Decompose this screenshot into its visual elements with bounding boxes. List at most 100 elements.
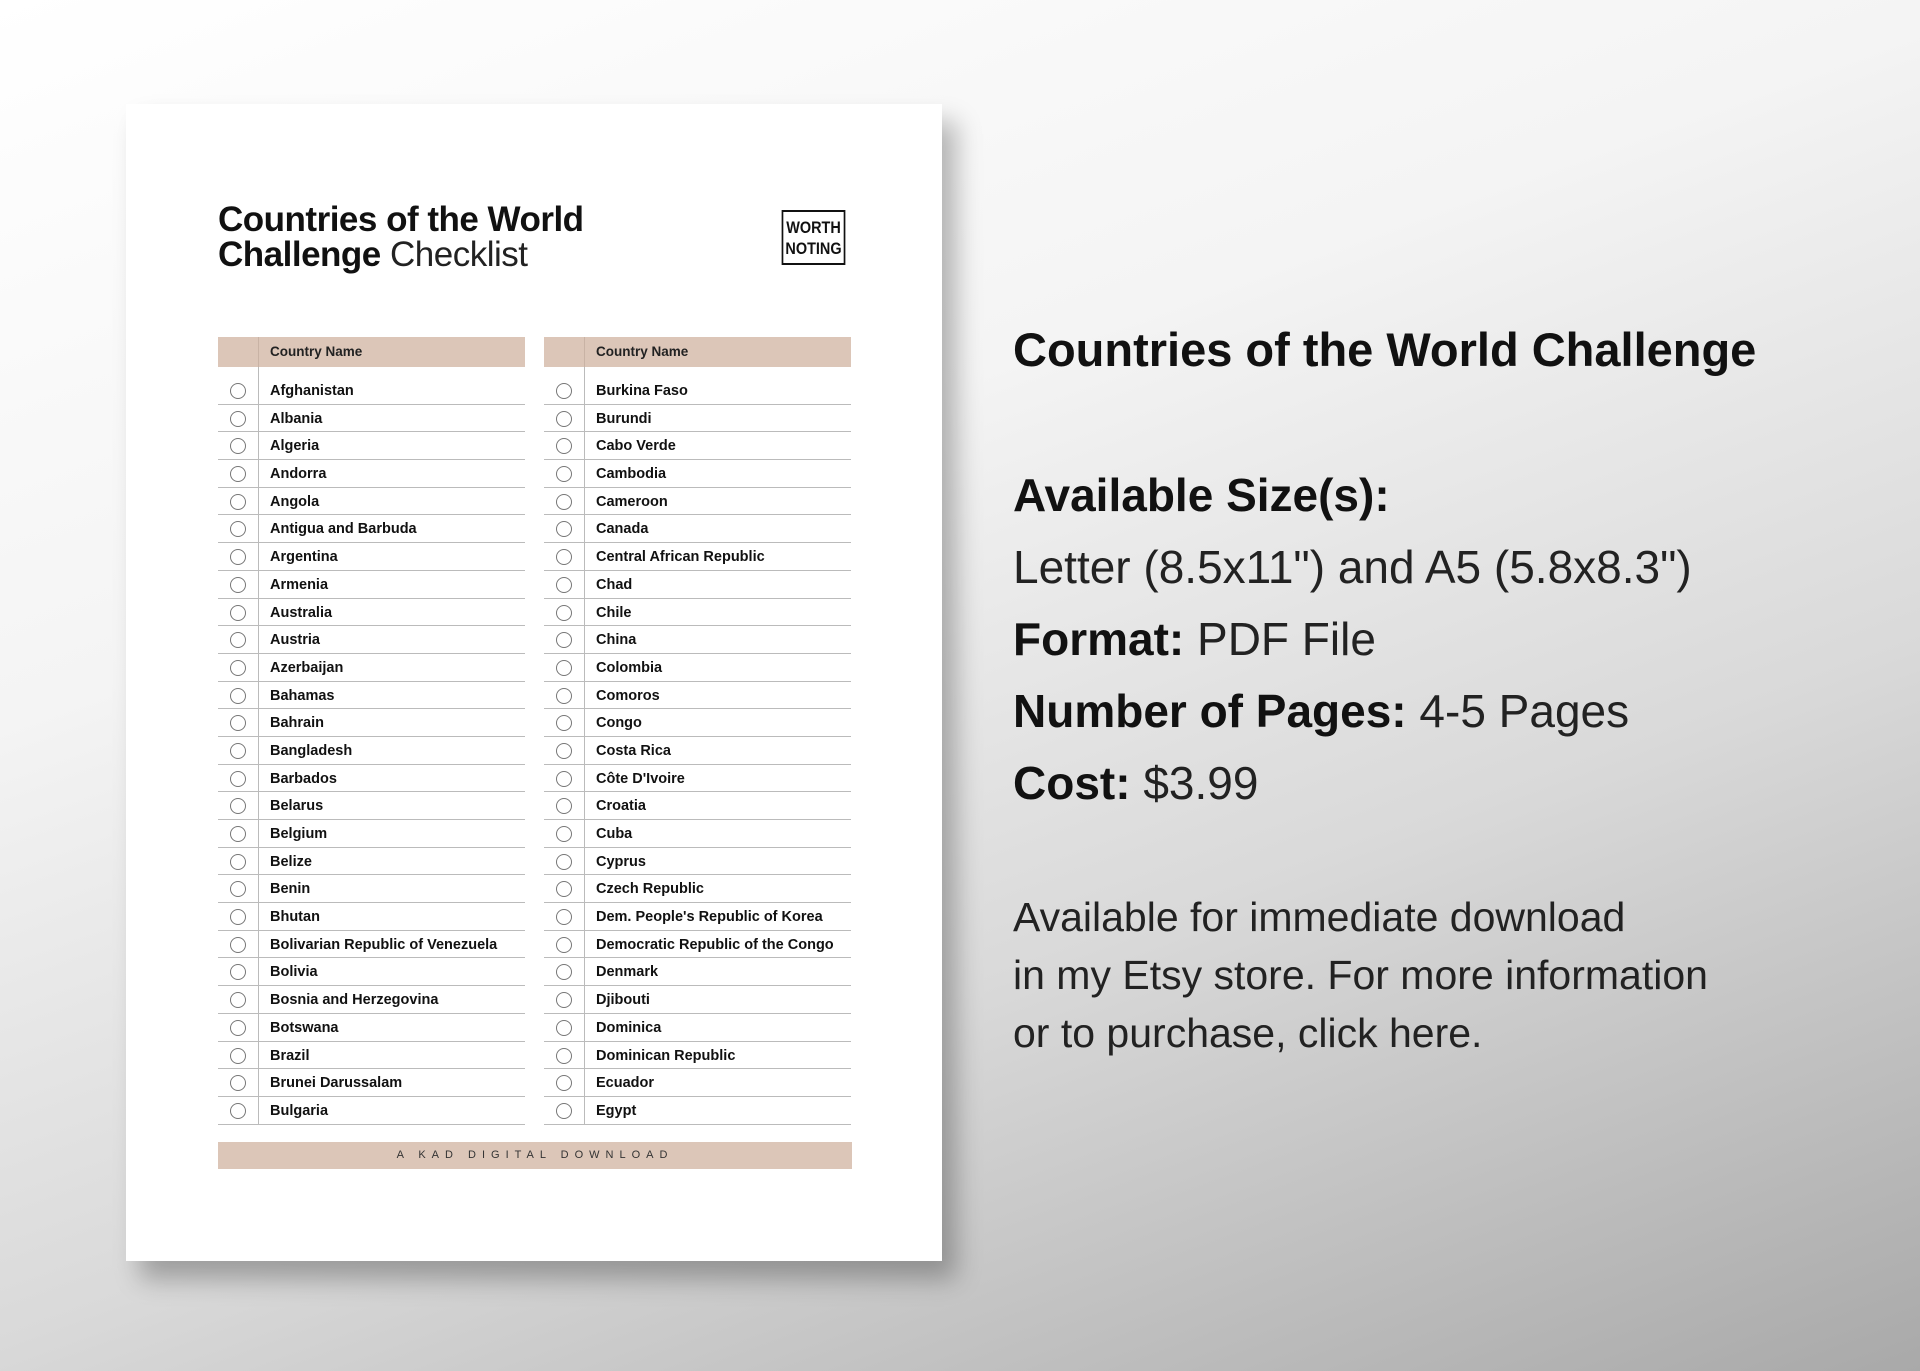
checklist-row[interactable]: Comoros xyxy=(544,682,851,710)
checkbox-circle-icon[interactable] xyxy=(230,1047,246,1064)
checkbox-circle-icon[interactable] xyxy=(230,632,246,649)
checklist-row[interactable]: Chad xyxy=(544,571,851,599)
checklist-row[interactable]: Botswana xyxy=(218,1014,525,1042)
checklist-row[interactable]: Bahrain xyxy=(218,709,525,737)
checkbox-circle-icon[interactable] xyxy=(230,521,246,538)
checkbox-circle-icon[interactable] xyxy=(230,576,246,593)
checkbox-circle-icon[interactable] xyxy=(556,1075,572,1092)
checkbox-circle-icon[interactable] xyxy=(230,466,246,483)
checkbox-circle-icon[interactable] xyxy=(556,383,572,399)
checklist-row[interactable]: Democratic Republic of the Congo xyxy=(544,931,851,959)
checkbox-circle-icon[interactable] xyxy=(556,881,572,898)
checklist-row[interactable]: Egypt xyxy=(544,1097,851,1125)
checkbox-circle-icon[interactable] xyxy=(230,909,246,926)
checklist-row[interactable]: Brazil xyxy=(218,1042,525,1070)
checkbox-circle-icon[interactable] xyxy=(556,853,572,870)
checklist-row[interactable]: Burkina Faso xyxy=(544,377,851,405)
checklist-row[interactable]: Dominican Republic xyxy=(544,1042,851,1070)
checklist-row[interactable]: Côte D'Ivoire xyxy=(544,765,851,793)
checkbox-circle-icon[interactable] xyxy=(556,466,572,483)
checkbox-circle-icon[interactable] xyxy=(556,549,572,566)
checklist-row[interactable]: Belarus xyxy=(218,792,525,820)
checkbox-circle-icon[interactable] xyxy=(230,964,246,981)
checklist-row[interactable]: Dominica xyxy=(544,1014,851,1042)
checkbox-circle-icon[interactable] xyxy=(230,383,246,399)
checklist-row[interactable]: Cyprus xyxy=(544,848,851,876)
checkbox-circle-icon[interactable] xyxy=(230,992,246,1009)
checklist-row[interactable]: Argentina xyxy=(218,543,525,571)
checklist-row[interactable]: Denmark xyxy=(544,958,851,987)
checkbox-circle-icon[interactable] xyxy=(556,493,572,510)
checkbox-circle-icon[interactable] xyxy=(230,1102,246,1119)
checklist-row[interactable]: Chile xyxy=(544,599,851,627)
checkbox-circle-icon[interactable] xyxy=(230,604,246,621)
checklist-row[interactable]: Bosnia and Herzegovina xyxy=(218,986,525,1014)
checklist-row[interactable]: Armenia xyxy=(218,571,525,599)
checklist-row[interactable]: Cuba xyxy=(544,820,851,848)
checkbox-circle-icon[interactable] xyxy=(556,410,572,427)
checkbox-circle-icon[interactable] xyxy=(556,798,572,815)
checklist-row[interactable]: Congo xyxy=(544,709,851,737)
checklist-row[interactable]: Burundi xyxy=(544,405,851,433)
checkbox-circle-icon[interactable] xyxy=(230,410,246,427)
checkbox-circle-icon[interactable] xyxy=(230,687,246,704)
checkbox-circle-icon[interactable] xyxy=(556,964,572,981)
checkbox-circle-icon[interactable] xyxy=(556,742,572,759)
checkbox-circle-icon[interactable] xyxy=(556,1019,572,1036)
checklist-row[interactable]: Bhutan xyxy=(218,903,525,931)
checkbox-circle-icon[interactable] xyxy=(230,1075,246,1092)
checklist-row[interactable]: Algeria xyxy=(218,432,525,461)
checkbox-circle-icon[interactable] xyxy=(556,770,572,787)
checklist-row[interactable]: Ecuador xyxy=(544,1069,851,1097)
checklist-row[interactable]: Bahamas xyxy=(218,682,525,710)
checklist-row[interactable]: Benin xyxy=(218,875,525,904)
checklist-row[interactable]: Bulgaria xyxy=(218,1097,525,1125)
checklist-row[interactable]: Bolivia xyxy=(218,958,525,987)
checklist-row[interactable]: Austria xyxy=(218,626,525,654)
checkbox-circle-icon[interactable] xyxy=(556,521,572,538)
checkbox-circle-icon[interactable] xyxy=(556,659,572,676)
checkbox-circle-icon[interactable] xyxy=(556,687,572,704)
checkbox-circle-icon[interactable] xyxy=(230,742,246,759)
checkbox-circle-icon[interactable] xyxy=(230,493,246,510)
checklist-row[interactable]: Cambodia xyxy=(544,460,851,488)
purchase-link[interactable]: or to purchase, click here. xyxy=(1013,1010,1483,1056)
checkbox-circle-icon[interactable] xyxy=(556,1102,572,1119)
checkbox-circle-icon[interactable] xyxy=(230,659,246,676)
checkbox-circle-icon[interactable] xyxy=(230,798,246,815)
checkbox-circle-icon[interactable] xyxy=(230,881,246,898)
checklist-row[interactable]: Albania xyxy=(218,405,525,433)
checkbox-circle-icon[interactable] xyxy=(230,826,246,842)
checkbox-circle-icon[interactable] xyxy=(556,909,572,926)
checklist-row[interactable]: Colombia xyxy=(544,654,851,682)
checklist-row[interactable]: Bangladesh xyxy=(218,737,525,765)
checklist-row[interactable]: Czech Republic xyxy=(544,875,851,904)
checklist-row[interactable]: China xyxy=(544,626,851,654)
checklist-row[interactable]: Antigua and Barbuda xyxy=(218,515,525,544)
checkbox-circle-icon[interactable] xyxy=(556,992,572,1009)
checklist-row[interactable]: Azerbaijan xyxy=(218,654,525,682)
checklist-row[interactable]: Barbados xyxy=(218,765,525,793)
checklist-row[interactable]: Croatia xyxy=(544,792,851,820)
checklist-row[interactable]: Central African Republic xyxy=(544,543,851,571)
checkbox-circle-icon[interactable] xyxy=(556,438,572,455)
purchase-description[interactable]: Available for immediate download in my E… xyxy=(1013,888,1833,1062)
checklist-row[interactable]: Costa Rica xyxy=(544,737,851,765)
checkbox-circle-icon[interactable] xyxy=(556,715,572,732)
checklist-row[interactable]: Belize xyxy=(218,848,525,876)
checkbox-circle-icon[interactable] xyxy=(230,715,246,732)
checklist-row[interactable]: Bolivarian Republic of Venezuela xyxy=(218,931,525,959)
checklist-row[interactable]: Angola xyxy=(218,488,525,516)
checkbox-circle-icon[interactable] xyxy=(556,632,572,649)
checkbox-circle-icon[interactable] xyxy=(230,1019,246,1036)
checkbox-circle-icon[interactable] xyxy=(230,853,246,870)
checklist-row[interactable]: Andorra xyxy=(218,460,525,488)
checkbox-circle-icon[interactable] xyxy=(556,826,572,842)
checklist-row[interactable]: Australia xyxy=(218,599,525,627)
checkbox-circle-icon[interactable] xyxy=(230,770,246,787)
checklist-row[interactable]: Afghanistan xyxy=(218,377,525,405)
checkbox-circle-icon[interactable] xyxy=(556,1047,572,1064)
checklist-row[interactable]: Cameroon xyxy=(544,488,851,516)
checklist-row[interactable]: Belgium xyxy=(218,820,525,848)
checkbox-circle-icon[interactable] xyxy=(230,549,246,566)
